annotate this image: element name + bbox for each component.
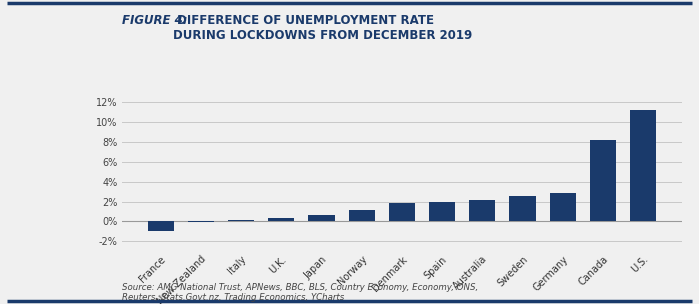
Bar: [630, 110, 656, 221]
Bar: [308, 215, 335, 221]
Bar: [549, 193, 576, 221]
Bar: [469, 200, 496, 221]
Text: FIGURE 4:: FIGURE 4:: [122, 14, 188, 27]
Bar: [188, 221, 214, 223]
Bar: [228, 220, 254, 221]
Bar: [510, 196, 535, 221]
Bar: [147, 221, 174, 231]
Text: DIFFERENCE OF UNEMPLOYMENT RATE
DURING LOCKDOWNS FROM DECEMBER 2019: DIFFERENCE OF UNEMPLOYMENT RATE DURING L…: [173, 14, 473, 42]
Bar: [389, 203, 415, 221]
Bar: [349, 209, 375, 221]
Bar: [590, 140, 616, 221]
Bar: [268, 219, 294, 221]
Text: Source: AMG National Trust, APNews, BBC, BLS, Country Economy, Economy, ONS,
Reu: Source: AMG National Trust, APNews, BBC,…: [122, 283, 479, 302]
Bar: [429, 202, 455, 221]
